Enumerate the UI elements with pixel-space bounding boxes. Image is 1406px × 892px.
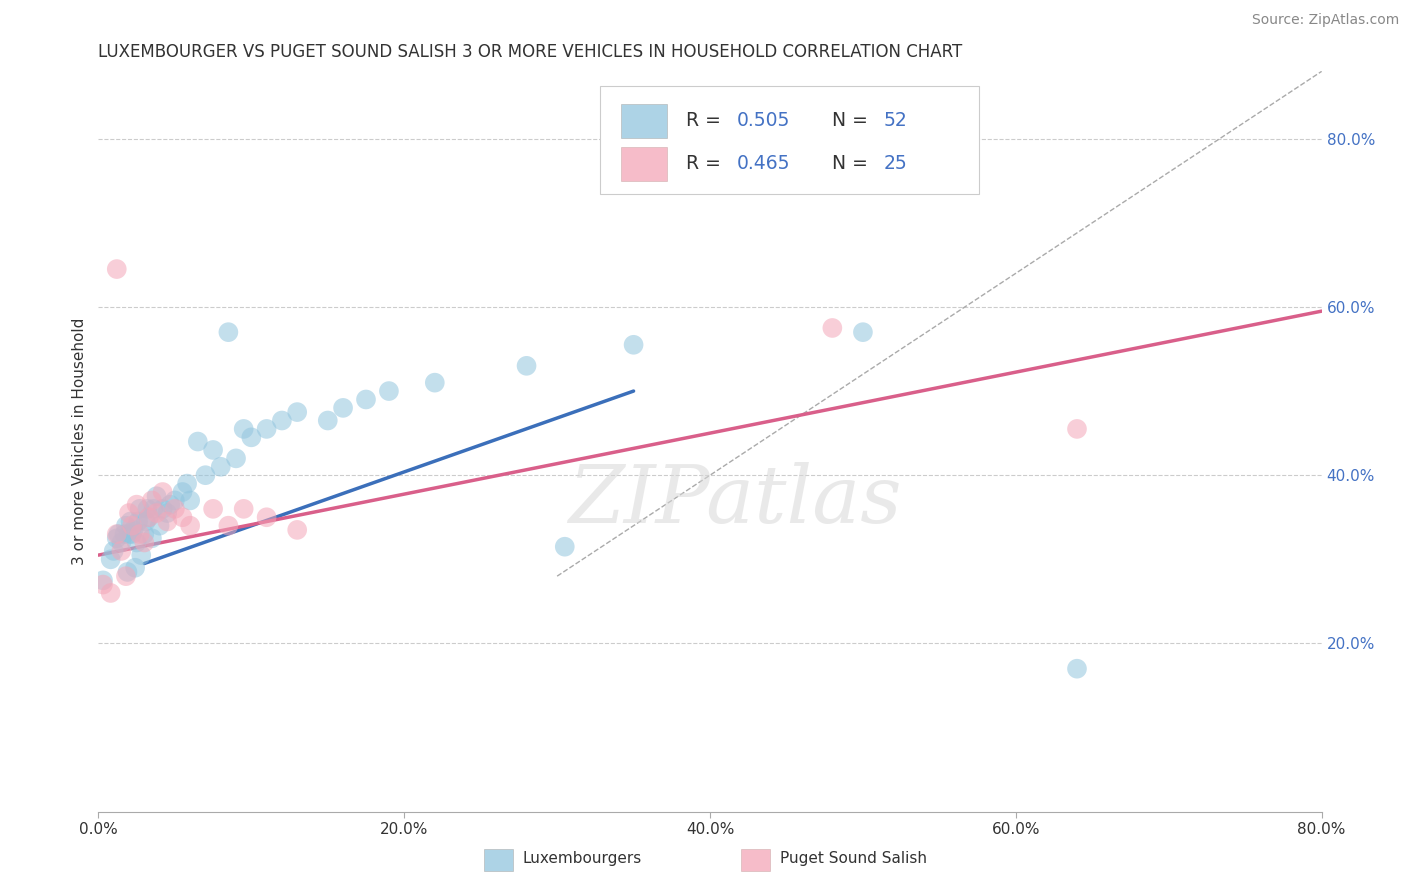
Point xyxy=(285,523,308,537)
Point xyxy=(378,384,401,398)
Point xyxy=(127,515,149,529)
Point xyxy=(316,413,339,427)
Point xyxy=(232,501,254,516)
Y-axis label: 3 or more Vehicles in Household: 3 or more Vehicles in Household xyxy=(72,318,87,566)
Point xyxy=(117,565,139,579)
Point xyxy=(187,434,209,449)
Text: R =: R = xyxy=(686,154,727,173)
Point xyxy=(124,560,146,574)
Point xyxy=(121,518,143,533)
Point xyxy=(105,262,128,277)
Point xyxy=(149,518,172,533)
Point xyxy=(256,510,278,524)
Point xyxy=(270,413,292,427)
Text: Puget Sound Salish: Puget Sound Salish xyxy=(780,851,927,866)
Text: 52: 52 xyxy=(884,112,907,130)
Point xyxy=(163,493,186,508)
Text: N =: N = xyxy=(832,112,875,130)
Point xyxy=(159,498,181,512)
Point xyxy=(145,506,167,520)
FancyBboxPatch shape xyxy=(600,87,979,194)
Point xyxy=(115,569,138,583)
FancyBboxPatch shape xyxy=(620,104,668,137)
Point xyxy=(202,501,225,516)
Point xyxy=(179,493,201,508)
Point xyxy=(134,527,156,541)
Point xyxy=(516,359,538,373)
Point xyxy=(107,527,129,541)
Point xyxy=(152,501,174,516)
Point xyxy=(103,544,125,558)
Point xyxy=(115,518,138,533)
Point xyxy=(623,338,645,352)
Text: 0.505: 0.505 xyxy=(737,112,790,130)
Point xyxy=(120,515,142,529)
Point xyxy=(122,523,145,537)
Text: N =: N = xyxy=(832,154,875,173)
Point xyxy=(217,325,239,339)
Point xyxy=(105,531,128,545)
Point xyxy=(121,527,143,541)
Point xyxy=(152,485,174,500)
Point xyxy=(156,515,179,529)
Point xyxy=(821,321,844,335)
Text: R =: R = xyxy=(686,112,727,130)
FancyBboxPatch shape xyxy=(484,849,513,871)
Point xyxy=(423,376,446,390)
Point xyxy=(172,510,194,524)
Point xyxy=(128,527,150,541)
Point xyxy=(125,535,148,549)
Point xyxy=(852,325,875,339)
Point xyxy=(118,506,141,520)
Point xyxy=(163,501,186,516)
Point xyxy=(112,527,135,541)
Text: ZIPatlas: ZIPatlas xyxy=(568,462,901,540)
Point xyxy=(138,510,160,524)
Point xyxy=(141,531,163,545)
Point xyxy=(110,535,132,549)
Point xyxy=(217,518,239,533)
Point xyxy=(179,518,201,533)
Point xyxy=(240,430,263,444)
Point xyxy=(194,468,217,483)
Point xyxy=(100,552,122,566)
Point xyxy=(100,586,122,600)
Point xyxy=(1066,422,1088,436)
Point xyxy=(145,489,167,503)
Point xyxy=(105,527,128,541)
Point xyxy=(202,442,225,457)
Point xyxy=(142,501,165,516)
Point xyxy=(1066,662,1088,676)
Point xyxy=(135,515,157,529)
Point xyxy=(128,501,150,516)
Point xyxy=(354,392,377,407)
Point xyxy=(91,574,114,588)
Point xyxy=(125,498,148,512)
Point xyxy=(209,459,232,474)
Point xyxy=(232,422,254,436)
Text: LUXEMBOURGER VS PUGET SOUND SALISH 3 OR MORE VEHICLES IN HOUSEHOLD CORRELATION C: LUXEMBOURGER VS PUGET SOUND SALISH 3 OR … xyxy=(98,44,963,62)
Point xyxy=(110,544,132,558)
FancyBboxPatch shape xyxy=(620,147,668,180)
Point xyxy=(172,485,194,500)
Text: Luxembourgers: Luxembourgers xyxy=(523,851,643,866)
Point xyxy=(91,577,114,591)
Text: 25: 25 xyxy=(884,154,907,173)
Point xyxy=(554,540,576,554)
Point xyxy=(176,476,198,491)
Point xyxy=(285,405,308,419)
FancyBboxPatch shape xyxy=(741,849,770,871)
Text: 0.465: 0.465 xyxy=(737,154,790,173)
Point xyxy=(141,493,163,508)
Text: Source: ZipAtlas.com: Source: ZipAtlas.com xyxy=(1251,13,1399,28)
Point xyxy=(136,501,159,516)
Point xyxy=(118,527,141,541)
Point xyxy=(134,535,156,549)
Point xyxy=(256,422,278,436)
Point xyxy=(225,451,247,466)
Point xyxy=(156,506,179,520)
Point xyxy=(138,510,160,524)
Point xyxy=(332,401,354,415)
Point xyxy=(129,548,152,562)
